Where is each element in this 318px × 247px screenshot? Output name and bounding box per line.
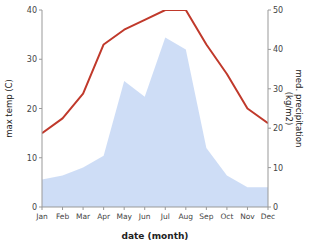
- x-tick: [247, 207, 248, 210]
- x-tick-label: Sep: [199, 212, 213, 221]
- x-tick: [226, 207, 227, 210]
- y-tick-label: 0: [32, 203, 37, 212]
- y2-tick: [268, 49, 271, 50]
- x-tick-label: Jul: [160, 212, 170, 221]
- x-tick: [144, 207, 145, 210]
- y-tick: [39, 10, 42, 11]
- y-tick: [39, 157, 42, 158]
- x-tick: [124, 207, 125, 210]
- y2-tick: [268, 167, 271, 168]
- plot-area: [42, 10, 268, 207]
- y2-tick-label: 10: [273, 164, 283, 173]
- x-tick: [185, 207, 186, 210]
- x-tick-label: Feb: [56, 212, 70, 221]
- y2-axis-label: med. precipitation(kg/m2): [284, 70, 304, 148]
- x-tick-label: Jun: [138, 212, 151, 221]
- chart: 0 10 20 30 40 0 10 20 30 40 50 Jan Feb Mar Apr May Jun Ju…: [0, 0, 318, 247]
- y2-tick: [268, 128, 271, 129]
- x-tick-label: Mar: [76, 212, 91, 221]
- x-axis-label: date (month): [122, 231, 189, 241]
- x-axis-line: [42, 207, 268, 208]
- x-tick: [62, 207, 63, 210]
- x-tick: [165, 207, 166, 210]
- x-tick-label: May: [116, 212, 132, 221]
- x-tick-label: Dec: [261, 212, 276, 221]
- y-tick-label: 40: [27, 6, 37, 15]
- x-tick: [42, 207, 43, 210]
- temperature-line: [42, 10, 268, 133]
- y-tick-label: 10: [27, 154, 37, 163]
- y-tick: [39, 59, 42, 60]
- y2-axis-line: [268, 10, 269, 207]
- x-tick-label: Aug: [178, 212, 193, 221]
- chart-container: 0 10 20 30 40 0 10 20 30 40 50 Jan Feb Mar Apr May Jun Ju…: [0, 0, 318, 247]
- y-tick-label: 30: [27, 55, 37, 64]
- x-tick: [83, 207, 84, 210]
- y2-tick-label: 50: [273, 6, 283, 15]
- x-tick: [206, 207, 207, 210]
- y2-tick-label: 30: [273, 85, 283, 94]
- x-tick: [268, 207, 269, 210]
- x-tick-label: Apr: [97, 212, 111, 221]
- y2-tick-label: 20: [273, 124, 283, 133]
- x-tick-label: Oct: [220, 212, 233, 221]
- y-tick-label: 20: [27, 105, 37, 114]
- y2-tick: [268, 88, 271, 89]
- precipitation-area: [42, 38, 268, 207]
- y-tick: [39, 108, 42, 109]
- x-tick-label: Nov: [240, 212, 255, 221]
- y2-tick: [268, 10, 271, 11]
- y2-tick-label: 40: [273, 45, 283, 54]
- y2-tick-label: 0: [273, 203, 278, 212]
- y-axis-label: max temp (C): [4, 79, 14, 138]
- x-tick: [103, 207, 104, 210]
- x-tick-label: Jan: [35, 212, 48, 221]
